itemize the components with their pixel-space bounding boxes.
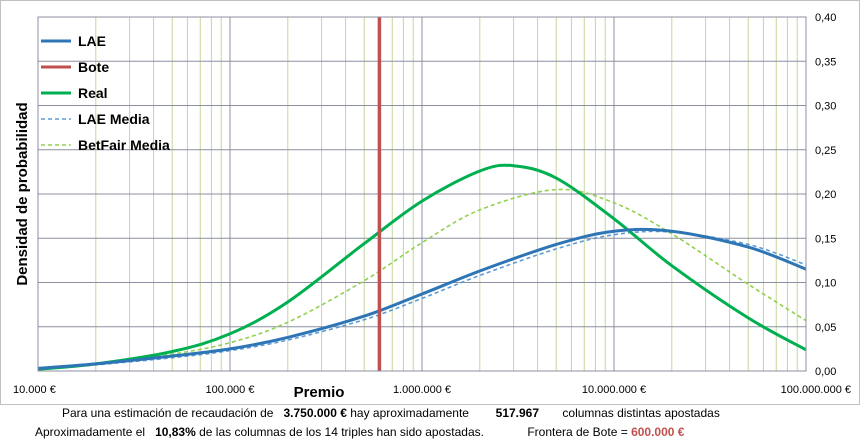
y-tick-label: 0,35 (815, 56, 836, 68)
chart-container: 0,00 0,05 0,10 0,15 0,20 0,25 0,30 0,35 0,40 10.0… (0, 0, 860, 405)
y-tick-label: 0,05 (815, 322, 836, 334)
legend-label-lae: LAE (78, 33, 106, 49)
footer-line1-prefix: Para una estimación de recaudación de (62, 406, 274, 420)
x-tick-label: 1.000.000 € (393, 384, 451, 396)
series-real-line (37, 163, 807, 371)
y-tick-label: 0,25 (815, 145, 836, 157)
footer-line2-middle: de las columnas de los 14 triples han si… (199, 425, 484, 439)
frontier-label: Frontera de Bote = (527, 425, 628, 439)
x-axis-title: Premio (294, 384, 345, 401)
collection-amount: 3.750.000 € (283, 406, 347, 420)
frontier-value: 600.000 € (631, 425, 685, 439)
y-axis-title: Densidad de probabilidad (14, 102, 31, 285)
plot-border (37, 16, 807, 372)
y-tick-label: 0,10 (815, 278, 836, 290)
y-tick-label: 0,15 (815, 233, 836, 245)
series-betfair-media-line (37, 188, 807, 370)
series-lae-line (37, 227, 807, 370)
x-tick-label: 100.000.000 € (781, 384, 851, 396)
footer-line-2: Aproximadamente el 10,83% de las columna… (35, 425, 684, 439)
y-tick-label: 0,20 (815, 189, 836, 201)
footer-line1-suffix: columnas distintas apostadas (562, 406, 720, 420)
x-tick-label: 10.000 € (13, 384, 56, 396)
y-tick-label: 0,40 (815, 12, 836, 24)
density-chart: 0,00 0,05 0,10 0,15 0,20 0,25 0,30 0,35 0,40 10.0… (13, 12, 851, 401)
legend-label-lae-media: LAE Media (78, 111, 150, 127)
x-tick-label: 100.000 € (206, 384, 255, 396)
x-tick-label: 10.000.000 € (582, 384, 646, 396)
y-tick-label: 0,00 (815, 366, 836, 378)
legend-label-betfair-media: BetFair Media (78, 137, 170, 153)
footer-line2-prefix: Aproximadamente el (35, 425, 146, 439)
footer-line1-middle: hay aproximadamente (350, 406, 469, 420)
y-tick-label: 0,30 (815, 101, 836, 113)
footer-line-1: Para una estimación de recaudación de 3.… (62, 406, 720, 420)
column-count: 517.967 (495, 406, 540, 420)
legend-label-real: Real (78, 85, 108, 101)
footer: Para una estimación de recaudación de 3.… (0, 405, 860, 447)
legend-label-bote: Bote (78, 59, 109, 75)
percentage-value: 10,83% (155, 425, 196, 439)
